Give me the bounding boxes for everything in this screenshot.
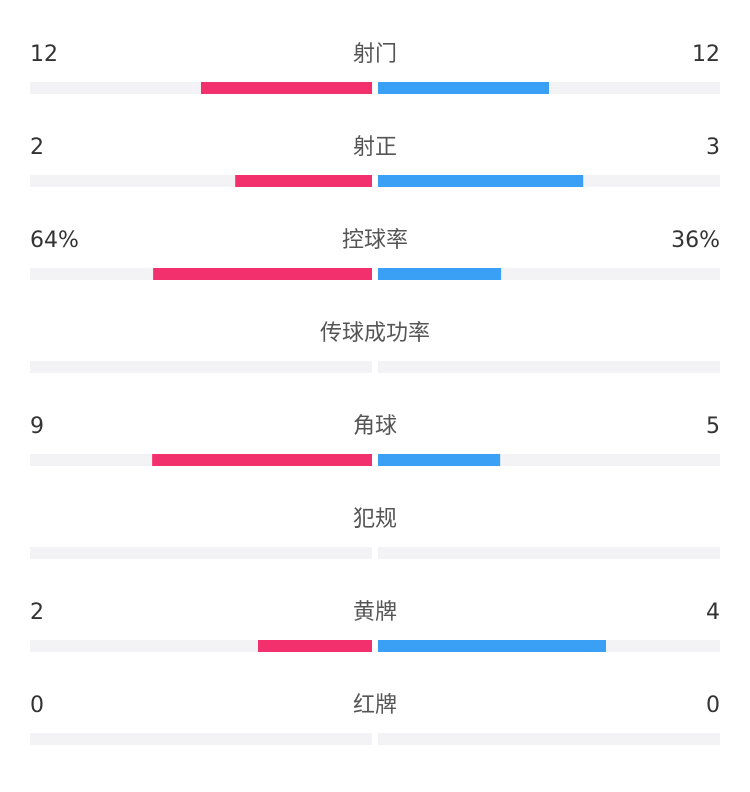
away-value: 5 (706, 414, 720, 439)
away-value: 0 (706, 693, 720, 718)
away-value: 12 (692, 42, 720, 67)
stat-label: 角球 (353, 414, 397, 439)
home-bar (152, 454, 372, 466)
track (378, 547, 720, 559)
away-bar (378, 268, 502, 280)
track (378, 361, 720, 373)
home-value: 12 (30, 42, 58, 67)
home-bar (258, 640, 372, 652)
home-value: 0 (30, 693, 44, 718)
home-value: 64% (30, 228, 79, 253)
home-bar (201, 82, 372, 94)
track (30, 733, 372, 745)
away-bar (378, 82, 549, 94)
away-value: 3 (706, 135, 720, 160)
home-value: 2 (30, 135, 44, 160)
stat-label: 射门 (353, 42, 397, 67)
track (378, 733, 720, 745)
away-bar (378, 175, 584, 187)
stat-label: 控球率 (342, 228, 408, 253)
away-bar (378, 454, 501, 466)
stat-label: 犯规 (353, 507, 397, 532)
track (30, 361, 372, 373)
home-value: 2 (30, 600, 44, 625)
stat-label: 红牌 (353, 693, 397, 718)
stat-label: 传球成功率 (320, 321, 430, 346)
stat-label: 射正 (353, 135, 397, 160)
away-bar (378, 640, 606, 652)
home-value: 9 (30, 414, 44, 439)
home-bar (235, 175, 372, 187)
track (30, 547, 372, 559)
home-bar (153, 268, 372, 280)
stat-label: 黄牌 (353, 600, 397, 625)
away-value: 4 (706, 600, 720, 625)
away-value: 36% (671, 228, 720, 253)
